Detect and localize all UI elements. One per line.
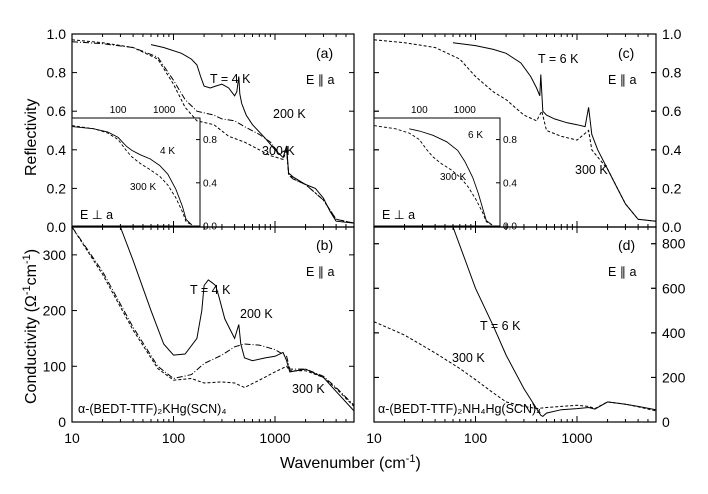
y-tick-label-c: 1.0: [662, 26, 682, 42]
polarization-label-c-inset: E ⊥ a: [382, 208, 415, 222]
x-axis-label: Wavenumber (cm-1): [280, 453, 421, 472]
annotation-a-300k: 300 K: [262, 144, 295, 158]
x-tick-label-b: 100: [162, 430, 186, 446]
annotation-d-300k: 300 K: [452, 351, 485, 365]
series-line-d-300k: [374, 321, 656, 412]
panel-c-inset-frame: [373, 117, 501, 227]
y-tick-label-a: 0.2: [47, 180, 67, 196]
inset-y-tick-label-c-inset: 0.0: [503, 222, 517, 233]
panel-d-frame: [373, 226, 657, 423]
y-tick-label-d: 400: [662, 325, 686, 341]
y-tick-label-b: 0: [58, 414, 66, 430]
inset-x-tick-label-a-inset: 100: [110, 105, 127, 116]
y-tick-label-c: 0.0: [662, 219, 682, 235]
series-line-b-200k: [72, 227, 354, 406]
series-line-c-inset-6k: [409, 128, 493, 226]
polarization-label-b: E ∥ a: [306, 265, 335, 279]
inset-y-tick-label-c-inset: 0.4: [503, 178, 517, 189]
panel-label-c: (c): [618, 45, 634, 61]
y-tick-label-d: 600: [662, 280, 686, 296]
y-tick-label-c: 0.6: [662, 103, 682, 119]
annotation-c-6k: T = 6 K: [538, 52, 579, 66]
x-tick-label-d: 10: [366, 430, 382, 446]
annotation-c-inset-300k: 300 K: [440, 172, 466, 183]
y-tick-label-b: 100: [43, 358, 67, 374]
x-tick-label-b: 1000: [259, 430, 290, 446]
inset-x-tick-label-a-inset: 1000: [153, 105, 176, 116]
compound-formula-b: α-(BEDT-TTF)₂KHg(SCN)₄: [78, 402, 226, 416]
annotation-a-4k: T = 4 K: [210, 72, 251, 86]
y-tick-label-a: 0.8: [47, 65, 67, 81]
annotation-c-inset-6k: 6 K: [468, 130, 483, 141]
compound-formula-d: α-(BEDT-TTF)₂NH₄Hg(SCN)₄: [378, 402, 541, 416]
y-tick-label-a: 1.0: [47, 26, 67, 42]
x-tick-label-b: 10: [64, 430, 80, 446]
y-tick-label-b: 200: [43, 303, 67, 319]
y-tick-label-d: 200: [662, 369, 686, 385]
inset-y-tick-label-c-inset: 0.8: [503, 135, 517, 146]
y-tick-label-a: 0.4: [47, 142, 67, 158]
panel-label-d: (d): [618, 237, 635, 253]
panel-a-inset-frame: [71, 117, 201, 227]
annotation-b-4k: T = 4 K: [190, 283, 231, 297]
series-group-a-inset: [72, 125, 193, 226]
polarization-label-c: E ∥ a: [608, 73, 637, 87]
series-group-a: [72, 39, 354, 224]
y-tick-label-b: 300: [43, 247, 67, 263]
series-line-b-4k: [119, 227, 354, 412]
polarization-label-d: E ∥ a: [608, 265, 637, 279]
annotation-b-300k: 300 K: [292, 382, 325, 396]
y-tick-label-d: 800: [662, 236, 686, 252]
y-tick-label-a: 0.0: [47, 219, 67, 235]
annotation-a-inset-300k: 300 K: [130, 182, 156, 193]
panel-label-b: (b): [316, 237, 333, 253]
series-group-d: [374, 227, 656, 418]
y-axis-label-reflectivity: Reflectivity: [23, 99, 40, 176]
annotation-a-inset-4k: 4 K: [160, 146, 175, 157]
inset-x-tick-label-c-inset: 100: [411, 105, 428, 116]
inset-y-tick-label-a-inset: 0.4: [203, 178, 217, 189]
y-tick-label-c: 0.4: [662, 142, 682, 158]
y-tick-label-c: 0.8: [662, 65, 682, 81]
series-group-b: [72, 227, 354, 412]
series-line-c-inset-300k: [374, 125, 493, 226]
y-tick-label-c: 0.2: [662, 180, 682, 196]
series-group-c-inset: [374, 125, 493, 226]
series-line-a-4k: [150, 44, 354, 224]
annotation-a-200k: 200 K: [273, 107, 306, 121]
x-tick-label-d: 100: [464, 430, 488, 446]
annotation-d-6k: T = 6 K: [480, 319, 521, 333]
panel-b-frame: [71, 226, 355, 423]
series-line-a-inset-4k: [72, 126, 193, 226]
series-line-a-inset-300k: [72, 125, 193, 226]
y-tick-label-d: 0: [662, 414, 670, 430]
series-line-a-200k: [72, 41, 354, 224]
y-tick-label-a: 0.6: [47, 103, 67, 119]
inset-x-tick-label-c-inset: 1000: [454, 105, 477, 116]
annotation-b-200k: 200 K: [240, 307, 273, 321]
series-group-c: [374, 39, 656, 222]
inset-y-tick-label-a-inset: 0.8: [203, 135, 217, 146]
x-tick-label-d: 1000: [561, 430, 592, 446]
polarization-label-a-inset: E ⊥ a: [80, 208, 113, 222]
annotation-c-300k: 300 K: [575, 163, 608, 177]
polarization-label-a: E ∥ a: [306, 73, 335, 87]
y-axis-label-conductivity: Conductivity (Ω-1cm-1): [21, 249, 40, 404]
inset-y-tick-label-a-inset: 0.0: [203, 222, 217, 233]
series-line-a-300k: [72, 39, 354, 224]
series-line-b-300k: [72, 227, 354, 407]
series-line-c-300k: [374, 39, 656, 222]
panel-label-a: (a): [316, 45, 333, 61]
